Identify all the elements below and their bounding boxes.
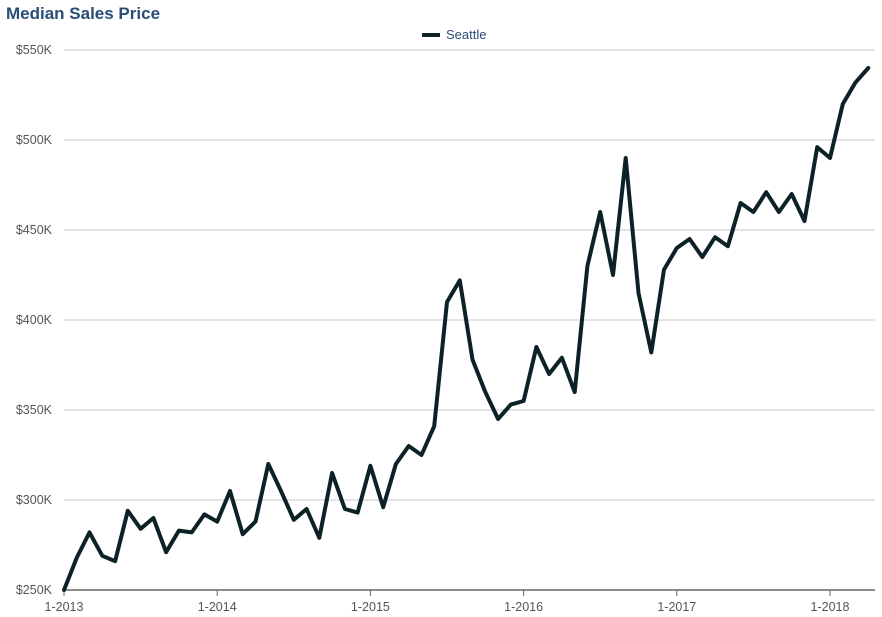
x-tick-label: 1-2014 <box>198 600 237 614</box>
gridlines <box>64 49 875 501</box>
y-tick-label: $450K <box>16 223 53 237</box>
y-tick-label: $400K <box>16 313 53 327</box>
y-tick-label: $350K <box>16 403 53 417</box>
legend-label-seattle: Seattle <box>446 27 487 42</box>
y-tick-label: $500K <box>16 133 53 147</box>
x-tick-label: 1-2017 <box>657 600 696 614</box>
y-tick-label: $550K <box>16 43 53 57</box>
x-tick-label: 1-2016 <box>504 600 543 614</box>
legend-swatch-seattle <box>422 32 440 37</box>
chart-title: Median Sales Price <box>6 4 161 23</box>
x-tick-label: 1-2018 <box>811 600 850 614</box>
x-tick-label: 1-2013 <box>45 600 84 614</box>
y-axis-ticks: $250K $300K $350K $400K $450K $500K $550K <box>16 43 53 597</box>
x-tick-label: 1-2015 <box>351 600 390 614</box>
y-tick-label: $250K <box>16 583 53 597</box>
series-line-seattle <box>62 66 871 592</box>
x-axis: 1-2013 1-2014 1-2015 1-2016 1-2017 1-2018 <box>45 589 875 614</box>
series-lines <box>62 66 871 592</box>
legend: Seattle <box>422 27 486 42</box>
y-tick-label: $300K <box>16 493 53 507</box>
